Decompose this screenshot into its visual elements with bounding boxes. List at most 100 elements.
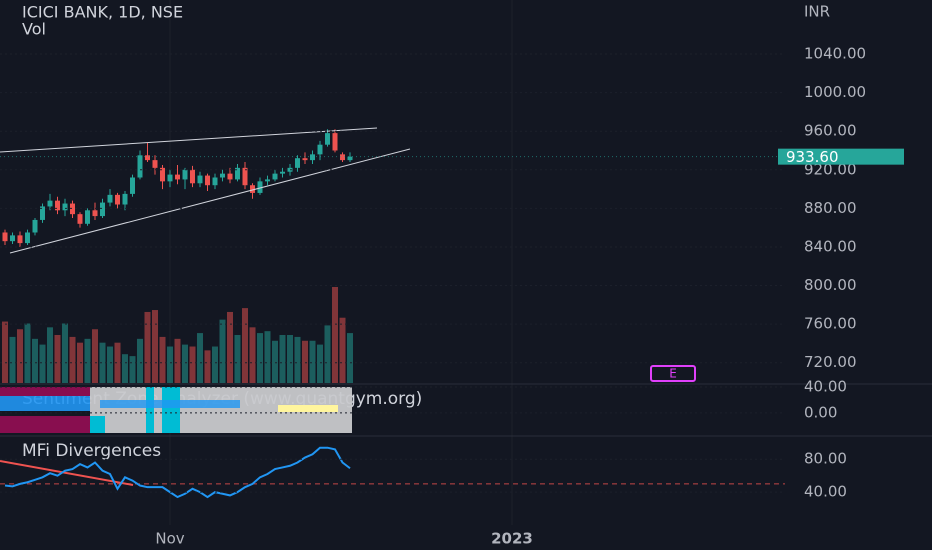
zone: [278, 405, 338, 412]
candle-body: [175, 174, 180, 180]
price-layer: [2, 129, 353, 247]
zone: [146, 387, 154, 433]
volume-bar: [159, 336, 166, 383]
candle-body: [17, 235, 23, 244]
candle-body: [62, 203, 68, 211]
candle-body: [182, 169, 188, 180]
y-tick-label: 800.00: [804, 276, 857, 294]
candle-body: [295, 158, 300, 168]
candle-body: [205, 175, 210, 186]
volume-bar: [294, 336, 301, 383]
zone: [100, 400, 240, 408]
candle-body: [227, 173, 233, 180]
y-tick-label: 40.00: [804, 377, 847, 395]
volume-bar: [249, 327, 256, 383]
volume-bar: [287, 335, 293, 383]
earnings-badge[interactable]: [650, 365, 696, 382]
candle-body: [347, 156, 353, 161]
volume-bar: [32, 338, 38, 383]
zone: [0, 396, 90, 411]
candle-body: [235, 167, 240, 180]
volume-bar: [99, 342, 106, 383]
candle-body: [107, 194, 113, 203]
y-tick-label: 1040.00: [804, 45, 866, 63]
trend-line: [9, 148, 411, 254]
candle-body: [340, 154, 345, 161]
candle-body: [317, 144, 323, 155]
zone: [90, 416, 105, 433]
last-price-tag: [778, 148, 904, 165]
y-tick-label: 960.00: [804, 122, 857, 140]
volume-bar: [17, 329, 23, 383]
volume-bar: [107, 346, 113, 383]
earnings-label[interactable]: E: [669, 367, 677, 381]
volume-bar: [302, 340, 308, 383]
candle-body: [310, 154, 315, 161]
volume-bar: [272, 340, 278, 383]
candle-body: [325, 133, 330, 145]
zone: [162, 387, 180, 433]
volume-bar: [69, 336, 76, 383]
candle-body: [10, 235, 15, 242]
candle-body: [280, 171, 285, 174]
candle-body: [265, 179, 270, 182]
x-tick-label: Nov: [155, 530, 184, 548]
candle-body: [160, 167, 165, 182]
divergence-line: [0, 460, 134, 486]
axes: 1040.00 1000.00 960.00 920.00 880.00 840.00 80…: [0, 45, 904, 501]
candle-body: [32, 219, 38, 233]
candle-body: [272, 173, 278, 180]
mfi-layer: [0, 446, 785, 499]
volume-bar: [347, 333, 353, 383]
volume-bar: [197, 333, 203, 383]
candle-body: [70, 203, 75, 215]
y-tick-label: 40.00: [804, 483, 847, 501]
candle-body: [100, 202, 105, 217]
zone: [0, 416, 90, 433]
volume-bar: [122, 354, 128, 383]
y-tick-label: 880.00: [804, 199, 857, 217]
volume-layer: [2, 287, 353, 383]
candle-body: [145, 155, 150, 161]
candle-body: [250, 185, 255, 193]
last-price-label: 933.60: [786, 148, 839, 166]
volume-bar: [167, 346, 173, 383]
candle-body: [167, 174, 173, 182]
candle-body: [257, 181, 263, 193]
volume-bar: [242, 308, 248, 383]
volume-bar: [317, 344, 323, 383]
sentiment-zones: [0, 387, 352, 433]
candle-body: [137, 155, 143, 178]
volume-bar: [62, 323, 68, 383]
volume-bar: [24, 323, 31, 383]
y-tick-label: 920.00: [804, 160, 857, 178]
candle-body: [212, 177, 218, 186]
candle-body: [220, 173, 225, 178]
candle-body: [25, 232, 30, 244]
volume-bar: [129, 356, 136, 383]
candle-body: [242, 167, 248, 186]
volume-bar: [309, 340, 316, 383]
candle-body: [47, 200, 53, 207]
candle-body: [332, 133, 338, 151]
volume-bar: [264, 331, 271, 383]
x-tick-label: 2023: [491, 530, 533, 548]
volume-bar: [332, 287, 338, 383]
candle-body: [190, 169, 195, 184]
y-tick-label: 80.00: [804, 450, 847, 468]
volume-bar: [114, 342, 121, 383]
volume-bar: [204, 350, 211, 383]
volume-bar: [219, 319, 226, 383]
candle-body: [55, 200, 60, 211]
volume-bar: [182, 344, 188, 383]
mfi-line: [4, 446, 351, 499]
candle-body: [197, 175, 203, 184]
volume-bar: [324, 325, 331, 383]
volume-bar: [279, 335, 286, 383]
zone: [0, 387, 90, 396]
volume-bar: [144, 311, 151, 383]
candle-body: [115, 194, 120, 205]
volume-bar: [189, 346, 196, 383]
volume-bar: [137, 338, 143, 383]
